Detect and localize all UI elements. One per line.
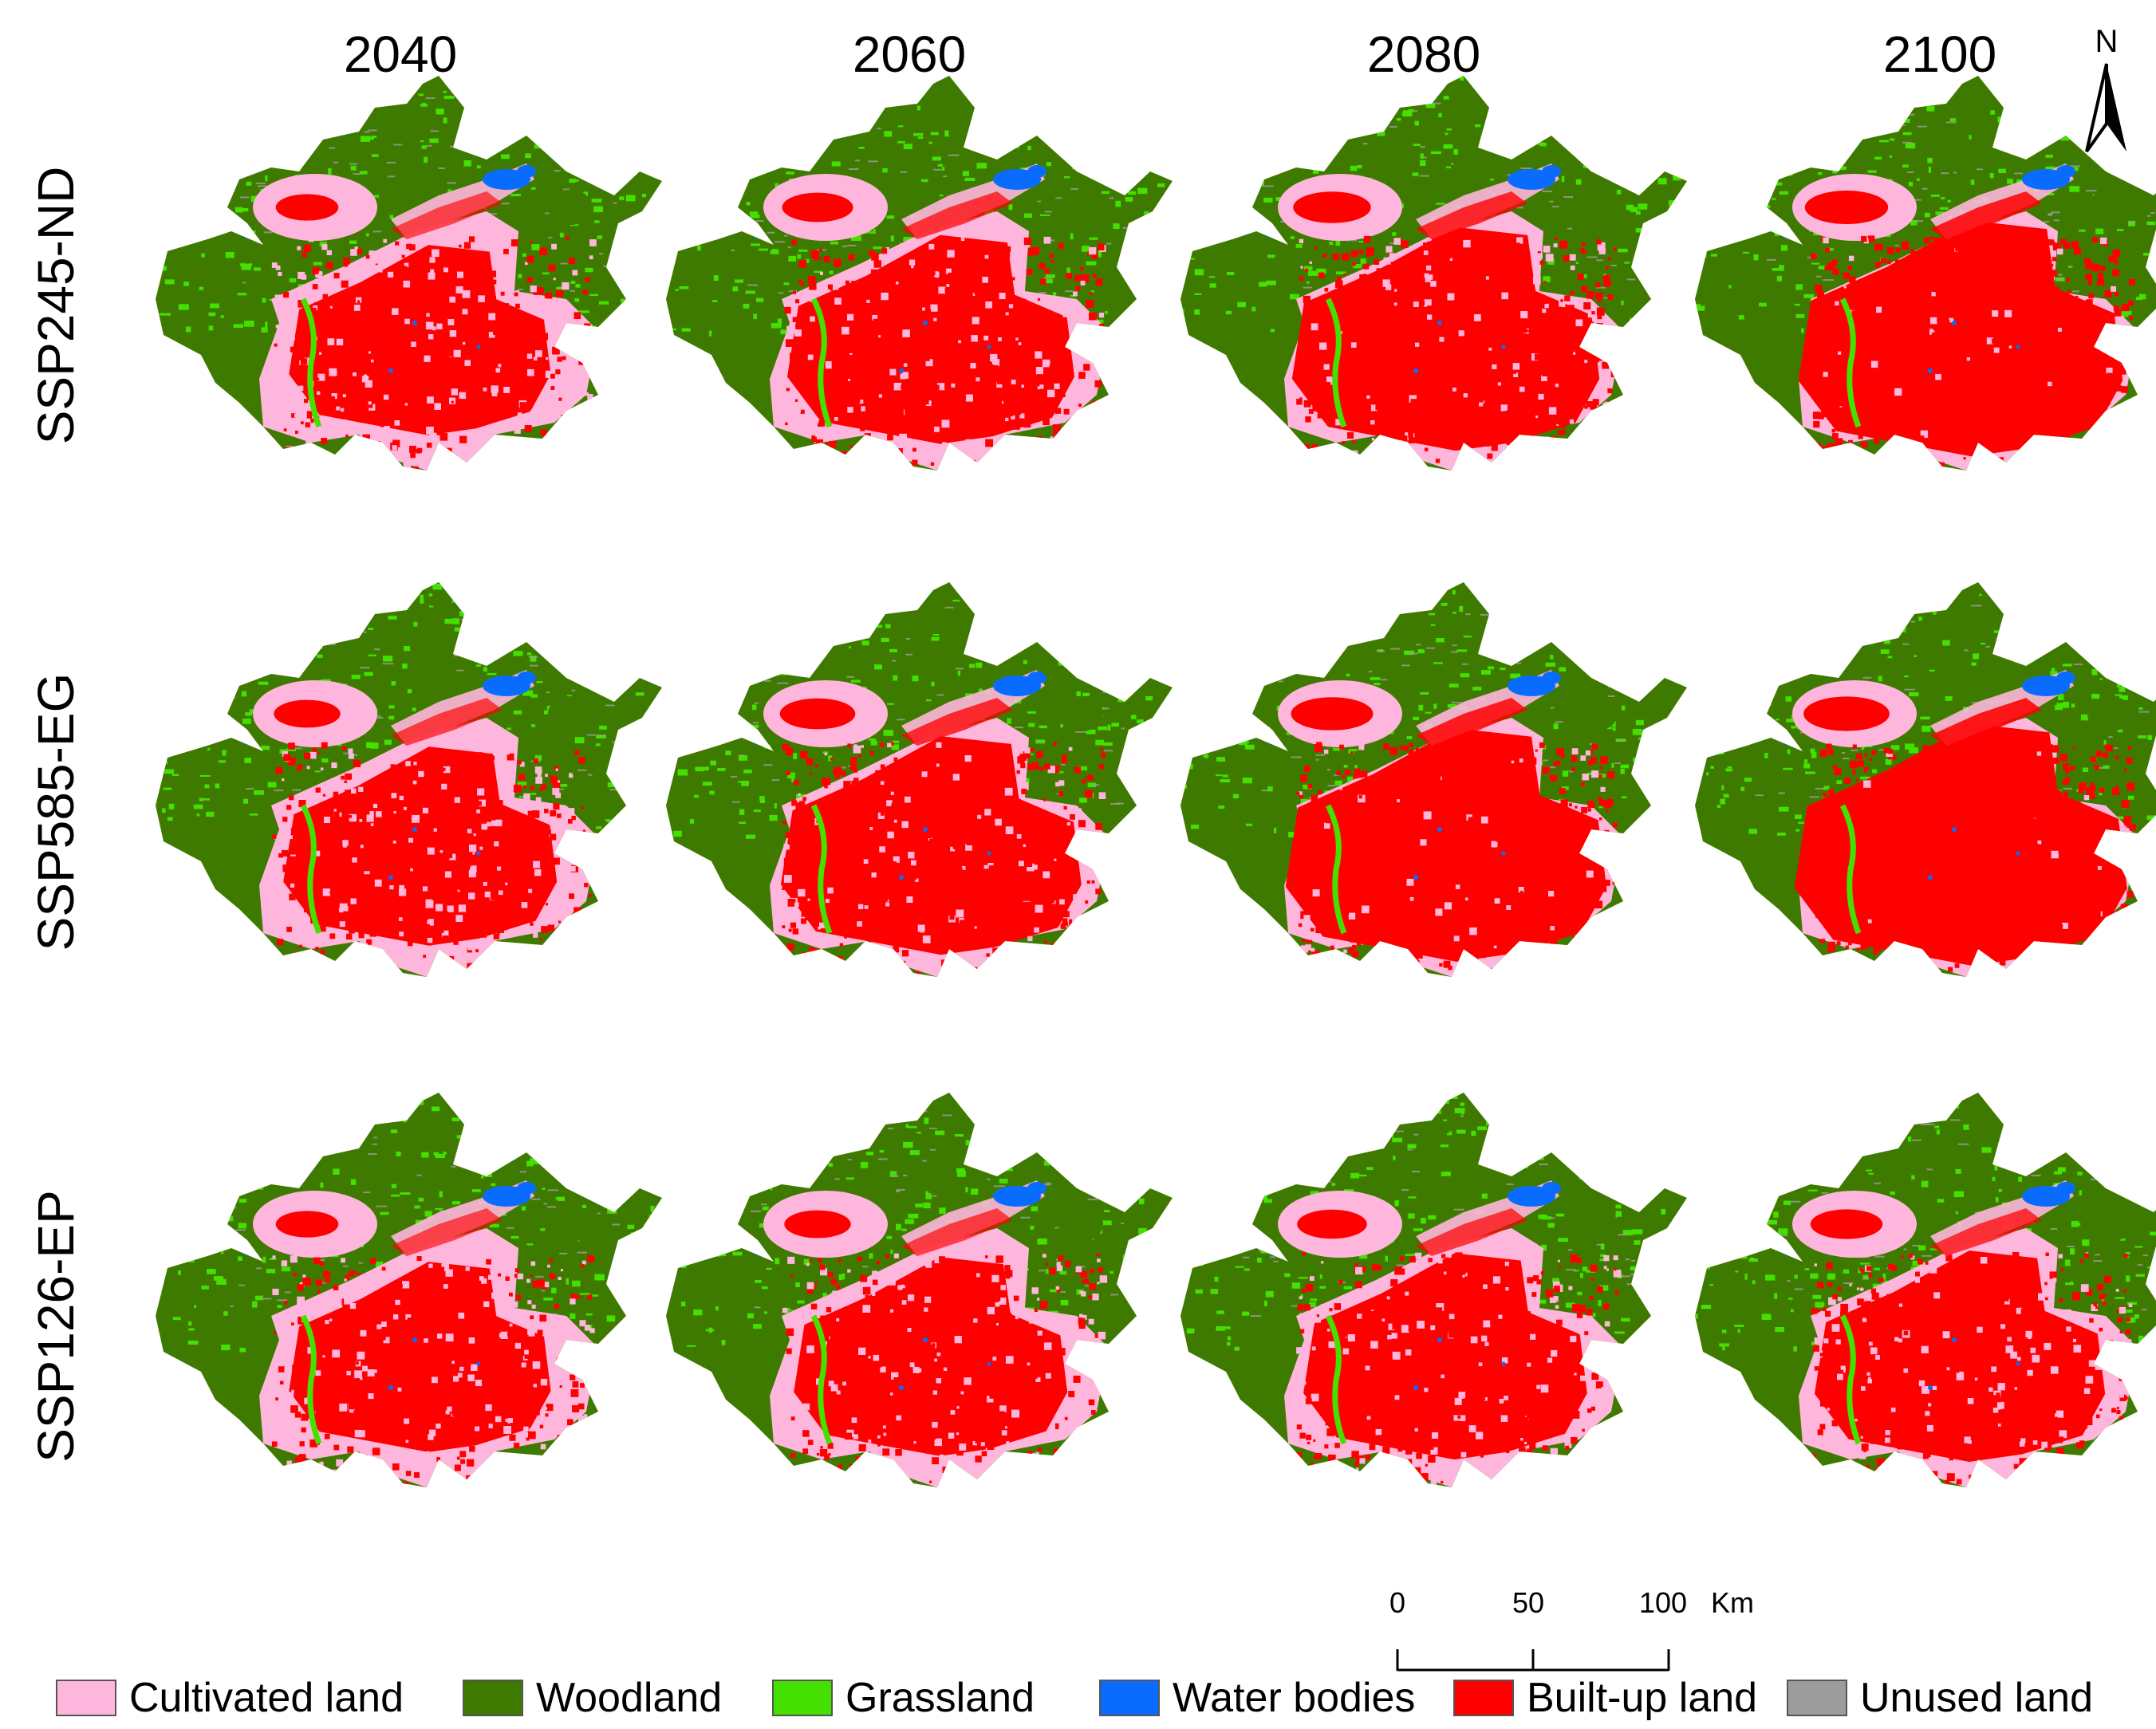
legend-label: Grassland bbox=[845, 1675, 1035, 1721]
legend-label: Cultivated land bbox=[129, 1675, 404, 1721]
north-arrow-icon bbox=[2085, 63, 2126, 153]
legend-swatch bbox=[463, 1680, 523, 1716]
legend-swatch bbox=[56, 1680, 116, 1716]
scale-tick-0: 0 bbox=[1389, 1586, 1406, 1619]
column-title-2060: 2060 bbox=[852, 26, 967, 83]
map-svg bbox=[1695, 76, 2156, 471]
row-title-ssp245-nd: SSP245-ND bbox=[27, 166, 85, 445]
land-use-map-ssp245-nd-2080 bbox=[1177, 60, 1687, 554]
map-svg bbox=[1695, 1093, 2156, 1487]
legend-swatch bbox=[1099, 1680, 1160, 1716]
map-svg bbox=[156, 582, 662, 977]
row-title-ssp126-ep: SSP126-EP bbox=[27, 1190, 85, 1463]
map-svg bbox=[666, 582, 1173, 977]
row-title-ssp585-eg: SSP585-EG bbox=[27, 672, 85, 951]
land-use-map-ssp585-eg-2080 bbox=[1177, 566, 1687, 1061]
column-title-2100: 2100 bbox=[1882, 26, 1997, 83]
legend-swatch bbox=[1787, 1680, 1847, 1716]
map-svg bbox=[156, 1093, 662, 1487]
scale-tick-100: 100 bbox=[1639, 1586, 1688, 1619]
map-svg bbox=[1180, 582, 1687, 977]
map-svg bbox=[666, 76, 1173, 471]
map-svg bbox=[1180, 76, 1687, 471]
map-svg bbox=[1180, 1093, 1687, 1487]
land-use-map-ssp126-ep-2060 bbox=[662, 1077, 1173, 1571]
land-use-map-ssp585-eg-2040 bbox=[152, 566, 662, 1061]
map-svg bbox=[666, 1093, 1173, 1487]
legend: Cultivated land Woodland Grassland Water… bbox=[48, 1673, 2122, 1721]
land-use-map-ssp126-ep-2040 bbox=[152, 1077, 662, 1571]
north-label: N bbox=[2095, 24, 2119, 59]
legend-label: Built-up land bbox=[1527, 1675, 1758, 1721]
land-use-map-ssp245-nd-2100 bbox=[1691, 60, 2156, 554]
column-title-2040: 2040 bbox=[343, 26, 458, 83]
scale-tick-50: 50 bbox=[1512, 1586, 1545, 1619]
scale-bar: 0 50 100 Km bbox=[1356, 1587, 1771, 1683]
land-use-map-ssp585-eg-2100 bbox=[1691, 566, 2156, 1061]
scale-unit: Km bbox=[1711, 1586, 1754, 1619]
legend-label: Woodland bbox=[536, 1675, 723, 1721]
land-use-map-ssp126-ep-2080 bbox=[1177, 1077, 1687, 1571]
legend-label: Water bodies bbox=[1173, 1675, 1416, 1721]
legend-label: Unused land bbox=[1860, 1675, 2093, 1721]
land-use-map-ssp245-nd-2040 bbox=[152, 60, 662, 554]
land-use-map-ssp245-nd-2060 bbox=[662, 60, 1173, 554]
scale-bar-line bbox=[1396, 1649, 1670, 1672]
legend-swatch bbox=[772, 1680, 833, 1716]
legend-swatch bbox=[1453, 1680, 1514, 1716]
land-use-map-ssp585-eg-2060 bbox=[662, 566, 1173, 1061]
map-svg bbox=[156, 76, 662, 471]
north-arrow: N bbox=[2071, 24, 2142, 160]
column-title-2080: 2080 bbox=[1366, 26, 1481, 83]
map-svg bbox=[1695, 582, 2156, 977]
land-use-map-ssp126-ep-2100 bbox=[1691, 1077, 2156, 1571]
